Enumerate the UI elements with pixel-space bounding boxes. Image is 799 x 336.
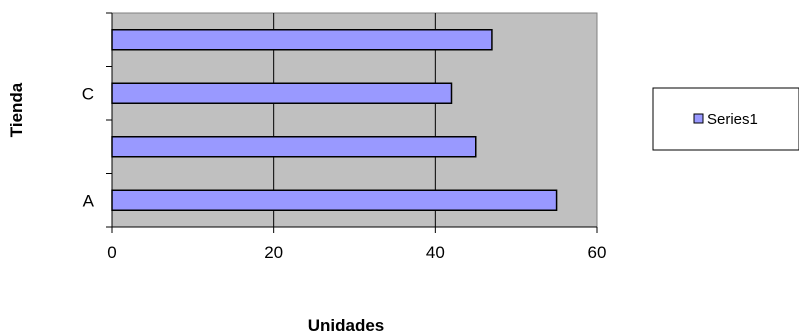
legend-box xyxy=(652,87,799,151)
y-tick-label-2: C xyxy=(82,84,94,103)
legend: Series1 xyxy=(652,87,799,151)
legend-swatch-series1 xyxy=(693,113,704,124)
x-tick-label-0: 0 xyxy=(107,243,116,262)
bar-3 xyxy=(111,29,493,51)
y-tick-labels: AC xyxy=(82,84,95,210)
y-tick-label-0: A xyxy=(83,191,95,210)
x-tick-label-1: 20 xyxy=(264,243,283,262)
bar-0 xyxy=(111,189,558,211)
x-ticks xyxy=(111,227,598,233)
y-axis-title: Tienda xyxy=(7,82,26,137)
x-axis-title: Unidades xyxy=(308,316,385,335)
y-ticks xyxy=(106,12,112,228)
x-tick-label-3: 60 xyxy=(588,243,607,262)
legend-label-series1: Series1 xyxy=(707,111,758,128)
x-tick-labels: 0 20 40 60 xyxy=(107,243,606,262)
bar-2 xyxy=(111,82,453,104)
bar-1 xyxy=(111,136,477,158)
x-tick-label-2: 40 xyxy=(426,243,445,262)
